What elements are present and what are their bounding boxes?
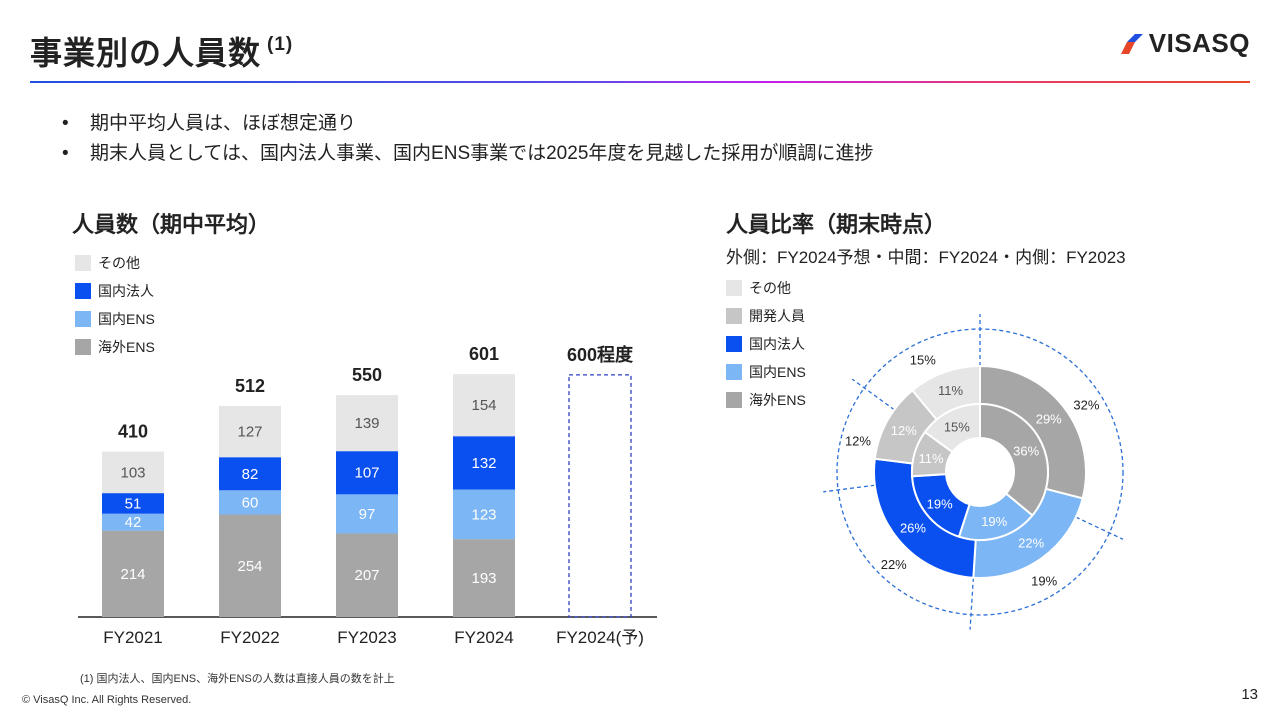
title-footnote-marker: (1) — [267, 34, 293, 55]
donut-label: 22% — [1018, 535, 1044, 550]
page-number: 13 — [1241, 686, 1258, 703]
donut-label: 26% — [900, 520, 926, 535]
data-label: 193 — [471, 570, 496, 587]
legend-swatch — [726, 280, 742, 296]
footnote: (1) 国内法人、国内ENS、海外ENSの人数は直接人員の数を計上 — [80, 670, 395, 686]
visasq-logo: VISASQ — [1121, 28, 1250, 59]
donut-label: 11% — [938, 383, 963, 398]
total-label: 410 — [118, 422, 148, 442]
data-label: 107 — [354, 465, 379, 482]
legend-swatch — [75, 311, 91, 327]
forecast-bar-outline — [569, 375, 631, 617]
forecast-ring-divider — [852, 379, 894, 410]
data-label: 103 — [120, 464, 145, 481]
legend-label: 国内法人 — [749, 336, 805, 352]
legend-label: 国内法人 — [98, 283, 154, 299]
legend-swatch — [75, 283, 91, 299]
donut-label: 19% — [981, 514, 1007, 529]
legend-label: 国内ENS — [749, 364, 806, 380]
data-label: 207 — [354, 567, 379, 584]
x-tick-label: FY2024 — [454, 628, 514, 647]
logo-text: VISASQ — [1149, 28, 1250, 59]
donut-label: 12% — [845, 434, 871, 449]
legend-label: 開発人員 — [749, 308, 805, 324]
data-label: 214 — [120, 566, 145, 583]
page-title: 事業別の人員数 (1) — [30, 28, 293, 74]
forecast-ring-divider — [823, 485, 875, 492]
legend-swatch — [726, 392, 742, 408]
data-label: 127 — [237, 424, 262, 441]
donut-label: 32% — [1073, 397, 1099, 412]
data-label: 154 — [471, 397, 496, 414]
data-label: 60 — [242, 494, 259, 511]
bar-chart-title: 人員数（期中平均） — [72, 207, 270, 239]
data-label: 139 — [354, 415, 379, 432]
donut-label: 19% — [927, 496, 953, 511]
x-tick-label: FY2024(予) — [556, 628, 644, 647]
legend-swatch — [726, 364, 742, 380]
donut-label: 11% — [918, 451, 943, 466]
donut-label: 36% — [1013, 443, 1039, 458]
data-label: 254 — [237, 558, 262, 575]
logo-mark-icon — [1121, 34, 1143, 54]
bullet-item: • 期末人員としては、国内法人事業、国内ENS事業では2025年度を見越した採用が… — [62, 138, 873, 165]
data-label: 132 — [471, 455, 496, 472]
legend-label: 国内ENS — [98, 311, 155, 327]
donut-label: 12% — [891, 423, 917, 438]
total-label: 512 — [235, 376, 265, 396]
data-label: 123 — [471, 506, 496, 523]
donut-chart-subtitle: 外側：FY2024予想・中間：FY2024・内側：FY2023 — [726, 243, 1126, 268]
x-tick-label: FY2023 — [337, 628, 397, 647]
donut-label: 15% — [910, 353, 936, 368]
legend-label: その他 — [98, 255, 140, 271]
bullet-item: • 期中平均人員は、ほぼ想定通り — [62, 108, 356, 135]
data-label: 42 — [125, 514, 142, 531]
total-label: 601 — [469, 344, 499, 364]
data-label: 51 — [125, 495, 142, 512]
total-label: 550 — [352, 365, 382, 385]
legend-swatch — [726, 336, 742, 352]
donut-chart-title: 人員比率（期末時点） — [726, 207, 946, 239]
legend-label: 海外ENS — [98, 339, 155, 355]
forecast-ring-divider — [970, 578, 973, 630]
legend-label: 海外ENS — [749, 392, 806, 408]
x-tick-label: FY2022 — [220, 628, 280, 647]
legend-swatch — [726, 308, 742, 324]
total-label: 600程度 — [567, 344, 634, 365]
copyright: © VisasQ Inc. All Rights Reserved. — [22, 694, 191, 706]
forecast-ring-divider — [1076, 517, 1123, 539]
legend-swatch — [75, 255, 91, 271]
x-tick-label: FY2021 — [103, 628, 163, 647]
donut-label: 19% — [1031, 573, 1057, 588]
header-divider — [30, 81, 1250, 83]
donut-label: 15% — [944, 420, 970, 435]
legend-label: その他 — [749, 280, 791, 296]
donut-label: 22% — [881, 557, 907, 572]
data-label: 82 — [242, 466, 259, 483]
data-label: 97 — [359, 506, 376, 523]
legend-swatch — [75, 339, 91, 355]
donut-label: 29% — [1036, 412, 1062, 427]
